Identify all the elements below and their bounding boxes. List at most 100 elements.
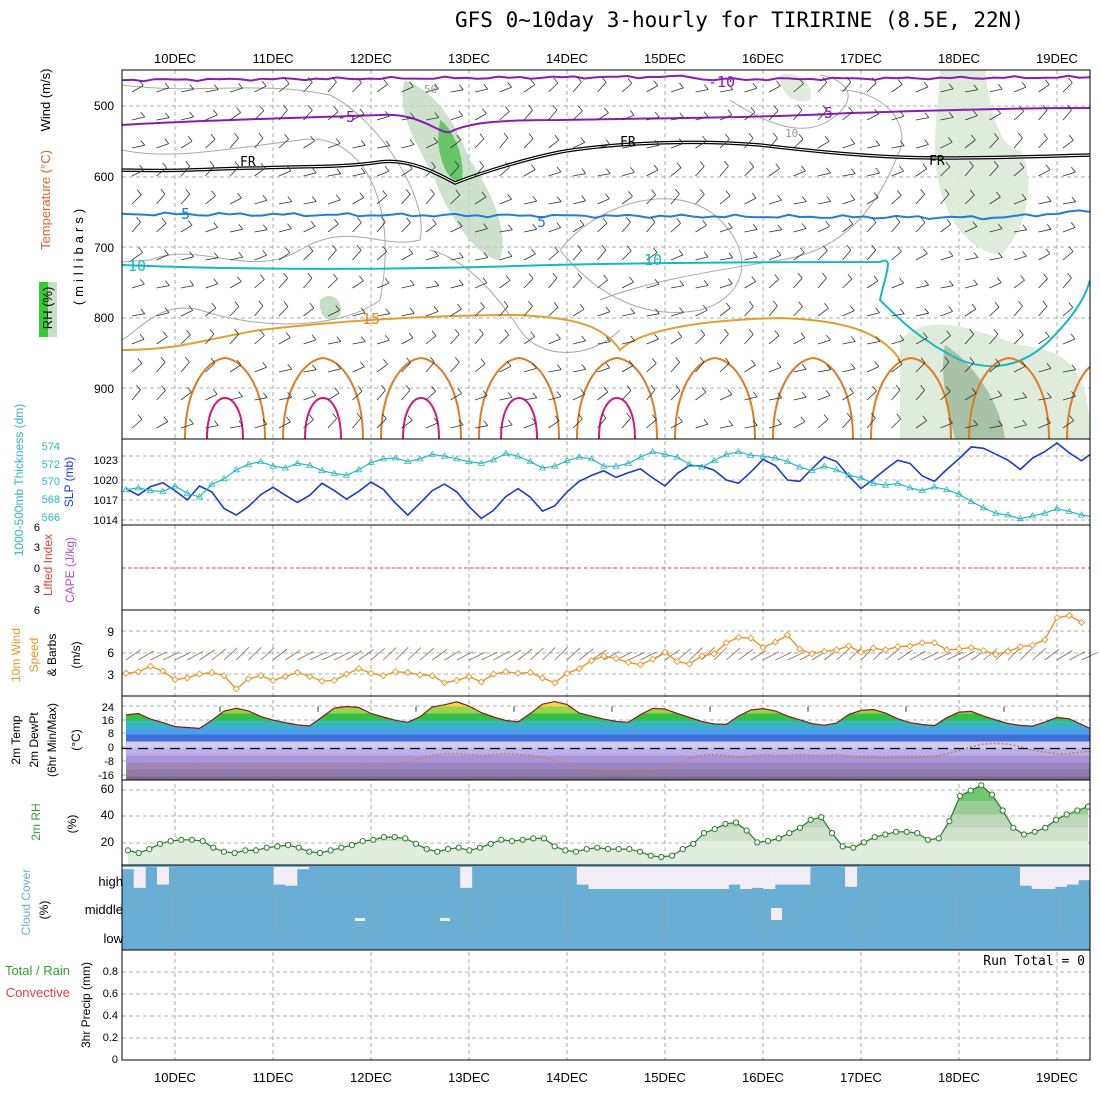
barb-5-48 <box>719 227 733 233</box>
barb-8-60 <box>866 312 880 317</box>
barb-flag-3-0 <box>139 164 144 171</box>
barb-flag-4-52 <box>777 195 782 201</box>
barb-flag-10-38 <box>605 362 611 369</box>
barb-9-0 <box>131 338 145 345</box>
barb-8-42 <box>646 313 660 317</box>
barb-flag-0-24 <box>434 83 439 90</box>
surface-inner-loop-1 <box>304 396 342 439</box>
barb-4-34 <box>548 201 562 205</box>
rh2m-point <box>274 843 281 850</box>
thickness-point <box>587 455 596 462</box>
barb-flag-7-40 <box>629 276 634 283</box>
barb-flag-8-46 <box>702 305 708 311</box>
wind10m-point <box>624 658 632 667</box>
barb-flag-10-20 <box>383 359 388 365</box>
wind10m-series <box>122 611 1098 693</box>
contour-label-fr-a: FR <box>240 155 256 170</box>
barb-flag-11-48 <box>727 389 733 395</box>
barb-flag-3-62 <box>899 165 904 172</box>
barb-flag-5-66 <box>946 219 952 225</box>
barb-flag-5-24 <box>432 218 437 225</box>
cloud-level-high: high <box>98 874 123 889</box>
barb-5-0 <box>131 221 141 233</box>
barb-flag-1-28 <box>481 108 487 114</box>
barb-7-6 <box>205 283 218 289</box>
barb-7-56 <box>817 277 827 289</box>
barb-flag-9-32 <box>530 331 536 337</box>
barb-flag-9-54 <box>800 332 806 339</box>
cloud-level-low: low <box>103 931 123 946</box>
barb-9-46 <box>695 334 706 345</box>
rh2m-point <box>434 848 441 855</box>
wind10m-point <box>465 672 473 681</box>
rh2m-point <box>658 853 665 861</box>
barb-2-14 <box>303 140 315 149</box>
barb-flag-11-64 <box>920 384 925 391</box>
barb-flag-9-16 <box>336 336 342 342</box>
wind10m-point <box>489 670 498 678</box>
barb-flag-6-46 <box>703 251 709 258</box>
barb-flag-11-54 <box>801 391 807 398</box>
temp-band-11 <box>126 701 1090 707</box>
barb-10-62 <box>891 363 903 373</box>
barb-flag-3-12 <box>286 165 292 172</box>
barb-7-44 <box>670 285 684 289</box>
barb-4-32 <box>523 200 537 205</box>
barb-2-50 <box>744 137 754 149</box>
thickness-point <box>575 453 584 460</box>
barb-2-48 <box>719 138 730 149</box>
wind10m-barb <box>554 647 568 661</box>
barb-8-64 <box>915 312 929 317</box>
surface-inner-loop-4 <box>598 396 636 439</box>
barb-flag-1-64 <box>924 112 930 118</box>
barb-flag-8-34 <box>553 302 559 308</box>
barb-3-38 <box>597 173 611 177</box>
thick-tick-572: 572 <box>42 459 60 471</box>
barb-flag-6-16 <box>332 244 337 251</box>
barb-8-28 <box>474 306 485 317</box>
barb-0-16 <box>327 81 337 93</box>
barb-flag-5-44 <box>676 218 681 224</box>
rh2m-point <box>540 835 548 842</box>
wind10m-barb <box>689 647 703 661</box>
barb-0-70 <box>989 88 1003 93</box>
barb-11-72 <box>1013 397 1027 401</box>
barb-6-12 <box>278 252 291 261</box>
barb-5-74 <box>1038 228 1052 233</box>
barb-4-68 <box>964 194 975 205</box>
barb-4-8 <box>229 197 242 205</box>
barb-flag-5-46 <box>702 220 707 226</box>
barb-flag-6-64 <box>923 248 928 255</box>
barb-6-26 <box>450 257 464 261</box>
barb-8-14 <box>303 307 315 317</box>
barb-flag-12-16 <box>332 413 338 419</box>
rh2m-point <box>316 849 324 857</box>
barb-flag-1-70 <box>996 108 1002 114</box>
barb-12-16 <box>327 418 337 429</box>
temp2m-series <box>122 700 1090 780</box>
barb-10-54 <box>793 368 807 373</box>
barb-flag-0-8 <box>238 83 243 89</box>
barb-0-34 <box>548 82 559 93</box>
barb-1-14 <box>303 110 313 121</box>
wind10m-point <box>894 643 902 651</box>
barb-flag-9-62 <box>899 334 905 341</box>
barb-flag-12-62 <box>896 413 902 420</box>
rh2m-point <box>946 818 953 825</box>
date-bottom-18DEC: 18DEC <box>938 1070 980 1085</box>
wind10m-barb <box>885 648 900 661</box>
barb-3-56 <box>817 172 831 177</box>
barb-flag-3-18 <box>360 167 366 174</box>
barb-flag-10-30 <box>506 360 512 367</box>
barb-flag-0-60 <box>871 77 877 84</box>
cloud-high-cell <box>705 867 718 889</box>
barb-flag-0-56 <box>822 77 828 83</box>
barb-10-56 <box>817 369 831 373</box>
barb-flag-6-36 <box>577 245 583 251</box>
barb-6-58 <box>842 249 852 261</box>
rh-legend-swatch <box>39 282 48 337</box>
wind10m-point <box>857 648 865 656</box>
barb-7-10 <box>254 279 265 289</box>
slp-tick-1020: 1020 <box>94 475 118 487</box>
